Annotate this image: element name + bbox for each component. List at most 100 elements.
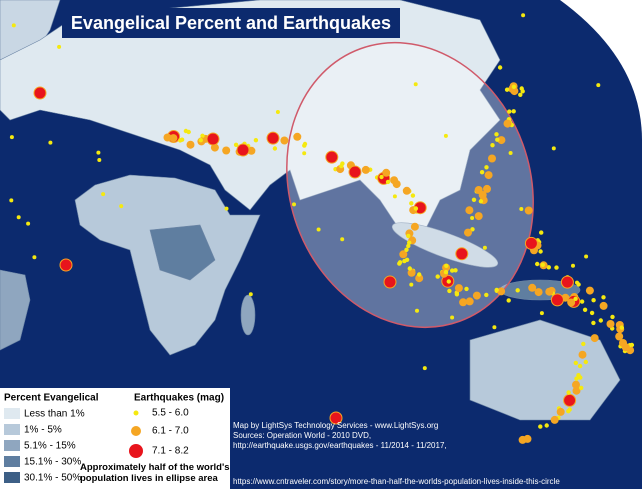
earthquake: [615, 332, 624, 341]
earthquake: [492, 325, 497, 330]
earthquake: [316, 227, 321, 232]
legend-item: 6.1 - 7.0: [152, 426, 189, 437]
earthquake: [198, 138, 203, 143]
earthquake: [272, 146, 278, 151]
earthquake: [325, 150, 339, 164]
earthquake: [302, 141, 308, 147]
earthquake: [186, 140, 195, 149]
earthquake: [446, 279, 451, 284]
earthquake: [591, 298, 596, 303]
earthquake: [101, 192, 106, 197]
earthquake: [392, 194, 397, 199]
earthquake: [619, 325, 624, 330]
earthquake: [224, 206, 229, 211]
legend-item: 30.1% - 50%: [24, 473, 81, 484]
legend-item: 7.1 - 8.2: [152, 446, 189, 457]
earthquake: [302, 151, 307, 156]
earthquake: [535, 261, 540, 267]
earthquake: [585, 286, 594, 295]
earthquake: [443, 133, 448, 138]
earthquake: [599, 301, 608, 310]
earthquake: [293, 132, 302, 141]
earthquake: [488, 154, 496, 163]
south-america: [0, 269, 31, 351]
earthquake: [579, 385, 584, 391]
earthquake: [410, 193, 416, 198]
earthquake: [545, 287, 554, 296]
earthquake: [539, 311, 544, 316]
earthquake: [521, 13, 526, 18]
earthquake: [484, 165, 489, 170]
earthquake: [292, 202, 296, 207]
earthquake: [233, 142, 239, 147]
earthquake: [444, 263, 449, 268]
symbol: [131, 426, 141, 436]
earthquake: [610, 314, 615, 320]
note-box: Approximately half of the world's popula…: [80, 462, 230, 484]
earthquake: [236, 143, 250, 157]
earthquake: [544, 423, 549, 428]
earthquake: [494, 132, 499, 137]
earthquake: [447, 288, 452, 294]
earthquake: [474, 212, 483, 221]
earthquake: [413, 206, 419, 211]
earthquake: [539, 230, 544, 235]
swatch: [4, 472, 20, 483]
earthquake: [453, 268, 458, 273]
earthquake: [407, 266, 412, 271]
earthquake: [490, 143, 495, 148]
earthquake: [560, 275, 574, 289]
earthquake: [397, 260, 403, 265]
earthquake: [574, 376, 579, 381]
earthquake: [518, 92, 523, 98]
earthquake: [497, 65, 503, 70]
earthquake: [578, 350, 587, 359]
earthquake: [186, 129, 191, 135]
earthquake: [163, 133, 172, 142]
earthquake: [57, 44, 62, 49]
earthquake: [504, 87, 510, 92]
legend-title: Earthquakes (mag): [134, 393, 224, 404]
earthquake: [248, 292, 253, 297]
earthquake: [621, 343, 630, 352]
earthquake: [406, 233, 411, 239]
earthquake: [9, 135, 14, 140]
earthquake: [417, 272, 422, 277]
earthquake: [275, 110, 280, 114]
earthquake: [579, 299, 585, 304]
earthquake: [523, 434, 532, 443]
title: Evangelical Percent and Earthquakes: [71, 13, 391, 33]
earthquake: [465, 297, 474, 306]
earthquake: [589, 310, 595, 316]
earthquake: [409, 201, 414, 206]
note: Approximately half of the world's popula…: [80, 462, 230, 484]
earthquake: [576, 373, 581, 378]
earthquake: [577, 363, 583, 369]
earthquake: [575, 280, 579, 285]
credit: http://earthquake.usgs.gov/earthquakes -…: [233, 441, 447, 450]
earthquake: [169, 134, 178, 143]
earthquake: [598, 318, 603, 323]
earthquake: [584, 254, 589, 259]
earthquake: [443, 269, 449, 275]
earthquake: [413, 82, 418, 87]
earthquake: [32, 255, 37, 260]
earthquake: [410, 222, 419, 231]
earthquake: [280, 136, 289, 145]
earthquake-legend: 5.5 - 6.0 6.1 - 7.0 7.1 - 8.2: [129, 408, 189, 458]
earthquake: [566, 409, 571, 414]
earthquake: [247, 146, 256, 155]
indonesia: [391, 222, 499, 268]
symbol: [133, 410, 139, 416]
earthquake: [402, 186, 411, 195]
earthquake: [340, 237, 345, 242]
legend-item: 15.1% - 30%: [24, 457, 81, 468]
earthquake: [415, 308, 419, 313]
earthquake: [573, 360, 578, 366]
earthquake: [556, 407, 565, 416]
earthquake: [471, 197, 477, 202]
earthquake: [515, 288, 520, 293]
earthquake: [96, 150, 101, 155]
earthquake: [464, 228, 472, 237]
earthquake: [538, 249, 543, 254]
